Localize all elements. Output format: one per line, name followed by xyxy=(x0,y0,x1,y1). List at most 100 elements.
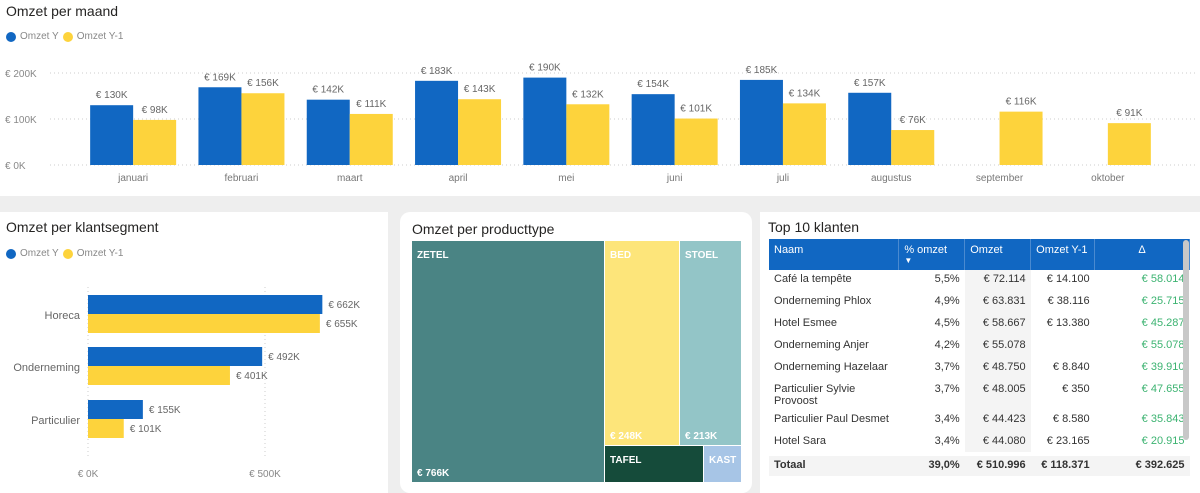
bar-y[interactable] xyxy=(739,79,783,165)
table-cell: Hotel Esmee xyxy=(774,317,837,329)
bar-y1[interactable] xyxy=(674,118,718,165)
column-header[interactable]: Omzet Y-1 xyxy=(1030,239,1096,270)
table-cell: 4,2% xyxy=(934,339,960,351)
data-label: € 169K xyxy=(204,72,236,83)
treemap-tile-bed[interactable]: BED € 248K xyxy=(605,241,679,445)
tile-value: € 248K xyxy=(610,431,643,442)
x-tick-label: februari xyxy=(224,173,258,184)
table-cell: € 55.078 xyxy=(964,336,1031,358)
bar-y1[interactable] xyxy=(891,130,935,165)
legend-y[interactable]: Omzet Y xyxy=(20,31,59,42)
table-cell: € 55.078 xyxy=(1141,339,1185,351)
table-cell: 4,5% xyxy=(934,317,960,329)
table-cell xyxy=(1031,336,1095,358)
table-cell: 5,5% xyxy=(934,273,960,285)
bar-y[interactable] xyxy=(198,87,242,165)
column-header[interactable]: Naam xyxy=(769,239,900,270)
top10-title: Top 10 klanten xyxy=(768,219,860,235)
legend-dot-y xyxy=(6,248,16,259)
x-tick-label: augustus xyxy=(871,173,912,184)
table-row[interactable]: Hotel Esmee 4,5% € 58.667 € 13.380 € 45.287 xyxy=(769,314,1190,336)
table-row[interactable]: Onderneming Phlox 4,9% € 63.831 € 38.116 € 2… xyxy=(769,292,1190,314)
table-row[interactable]: Café la tempête 5,5% € 72.114 € 14.100 € 58.… xyxy=(769,270,1190,292)
scrollbar[interactable] xyxy=(1183,240,1189,440)
data-label: € 130K xyxy=(96,90,128,101)
legend-dot-y1 xyxy=(62,248,73,259)
treemap-tile-tafel[interactable]: TAFEL xyxy=(605,446,703,482)
x-tick-label: maart xyxy=(337,173,363,184)
bar-y1[interactable] xyxy=(1107,123,1151,165)
bar-y[interactable] xyxy=(88,400,143,419)
table-cell: Onderneming Phlox xyxy=(774,295,872,307)
data-label: € 190K xyxy=(529,63,561,74)
column-header[interactable]: Δ xyxy=(1094,239,1190,270)
bar-y[interactable] xyxy=(631,94,675,165)
table-cell: € 63.831 xyxy=(964,292,1031,314)
monthly-chart: € 0K € 100K € 200K januari € 130K € 98K februa… xyxy=(5,63,1195,184)
treemap-tile-zetel[interactable]: ZETEL € 766K xyxy=(412,241,604,482)
sort-desc-icon[interactable]: ▼ xyxy=(904,256,913,265)
y-tick-label: € 200K xyxy=(5,69,37,80)
y-tick-label: Particulier xyxy=(31,415,80,427)
bar-y1[interactable] xyxy=(88,419,124,438)
x-tick-label: € 0K xyxy=(78,469,99,480)
table-cell: € 44.423 xyxy=(964,410,1031,432)
bar-y[interactable] xyxy=(88,347,263,366)
bar-y[interactable] xyxy=(90,105,134,165)
table-cell: € 72.114 xyxy=(964,270,1031,292)
bar-y[interactable] xyxy=(88,295,323,314)
bar-y1[interactable] xyxy=(133,119,177,165)
bar-y[interactable] xyxy=(415,80,459,165)
bar-y1[interactable] xyxy=(88,366,230,385)
table-cell: 3,4% xyxy=(934,435,960,447)
table-row[interactable]: Hotel Sara 3,4% € 44.080 € 23.165 € 20.915 xyxy=(769,432,1190,454)
table-row[interactable]: Particulier Paul Desmet 3,4% € 44.423 € 8.5… xyxy=(769,410,1190,432)
legend-dot-y xyxy=(6,31,16,42)
bar-y1[interactable] xyxy=(88,314,320,333)
monthly-legend: Omzet Y Omzet Y-1 xyxy=(6,31,123,42)
data-label: € 142K xyxy=(312,85,344,96)
bar-y1[interactable] xyxy=(999,111,1043,165)
table-cell: 3,7% xyxy=(934,383,960,395)
data-label: € 101K xyxy=(130,424,162,435)
bar-y1[interactable] xyxy=(566,104,610,165)
bar-y1[interactable] xyxy=(349,113,393,165)
data-label: € 655K xyxy=(326,319,358,330)
data-label: € 157K xyxy=(854,78,886,89)
table-row[interactable]: Onderneming Anjer 4,2% € 55.078 € 55.078 xyxy=(769,336,1190,358)
x-tick-label: oktober xyxy=(1091,173,1125,184)
legend-y[interactable]: Omzet Y xyxy=(20,248,59,259)
y-tick-label: Onderneming xyxy=(13,362,80,374)
legend-y1[interactable]: Omzet Y-1 xyxy=(76,31,124,42)
table-cell: € 48.005 xyxy=(964,380,1031,410)
x-tick-label: juli xyxy=(776,173,789,184)
bar-y1[interactable] xyxy=(241,93,285,165)
tile-label: ZETEL xyxy=(417,250,449,261)
treemap-tile-stoel[interactable]: STOEL € 213K xyxy=(680,241,741,445)
data-label: € 134K xyxy=(789,88,821,99)
table-cell: Onderneming Hazelaar xyxy=(774,361,888,373)
bar-y[interactable] xyxy=(848,92,892,165)
table-cell: € 350 xyxy=(1062,383,1090,395)
data-label: € 143K xyxy=(464,84,496,95)
x-tick-label: september xyxy=(976,173,1024,184)
table-row[interactable]: Particulier Sylvie Provoost 3,7% € 48.005 €… xyxy=(769,380,1190,410)
data-label: € 662K xyxy=(328,300,360,311)
bar-y1[interactable] xyxy=(458,99,502,165)
data-label: € 91K xyxy=(1116,108,1142,119)
table-row[interactable]: Onderneming Hazelaar 3,7% € 48.750 € 8.840 €… xyxy=(769,358,1190,380)
bar-y1[interactable] xyxy=(782,103,826,165)
x-tick-label: april xyxy=(449,173,468,184)
total-cell: Totaal xyxy=(769,452,899,476)
column-header[interactable]: % omzet ▼ xyxy=(898,239,966,270)
bar-y[interactable] xyxy=(306,99,350,165)
table-cell: Hotel Sara xyxy=(774,435,826,447)
y-tick-label: Horeca xyxy=(45,310,81,322)
column-header[interactable]: Omzet xyxy=(964,239,1032,270)
legend-y1[interactable]: Omzet Y-1 xyxy=(76,248,124,259)
treemap-tile-kast[interactable]: KAST xyxy=(704,446,741,482)
legend-dot-y1 xyxy=(62,31,73,42)
table-cell: 3,7% xyxy=(934,361,960,373)
bar-y[interactable] xyxy=(523,77,567,165)
table-cell: € 8.580 xyxy=(1052,413,1090,425)
